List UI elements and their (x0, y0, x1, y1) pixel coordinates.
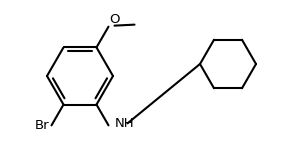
Text: O: O (110, 13, 120, 26)
Text: NH: NH (115, 117, 134, 130)
Text: Br: Br (35, 119, 49, 132)
